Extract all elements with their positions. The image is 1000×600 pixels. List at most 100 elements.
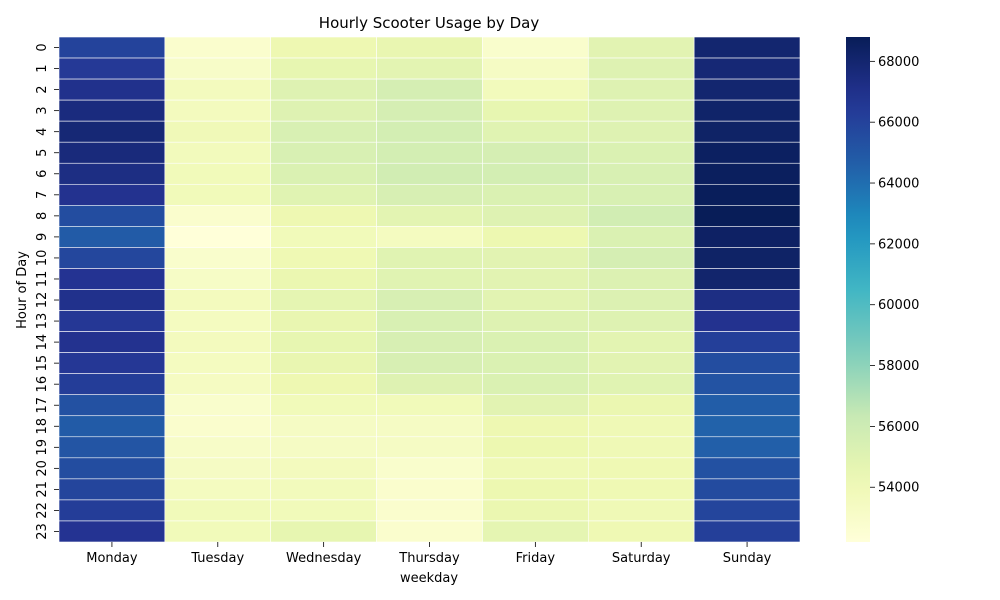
heatmap-cell [164, 499, 272, 522]
heatmap-cell [58, 499, 166, 522]
heatmap-cell [270, 162, 377, 185]
heatmap-cell [58, 394, 166, 417]
heatmap-cell [270, 183, 377, 206]
x-tick-label: Friday [516, 551, 556, 566]
heatmap-cell [58, 99, 166, 122]
heatmap-cell [693, 36, 801, 59]
heatmap-cell [587, 141, 695, 164]
colorbar-tick-label: 54000 [878, 481, 919, 496]
heatmap-cell [270, 499, 377, 522]
heatmap-cell [376, 183, 483, 206]
heatmap-cell [587, 78, 695, 101]
heatmap-cell [482, 499, 589, 522]
heatmap-cell [164, 478, 272, 501]
y-tick-label: 19 [35, 439, 50, 456]
y-tick-label: 23 [35, 523, 50, 540]
heatmap-cell [164, 268, 272, 290]
heatmap-cell [587, 331, 695, 353]
heatmap-cell [164, 436, 272, 459]
heatmap-cell [693, 373, 801, 396]
colorbar-tick-label: 68000 [878, 55, 919, 70]
heatmap-cell [58, 415, 166, 438]
heatmap-cell [693, 394, 801, 417]
heatmap-cell [587, 183, 695, 206]
heatmap-cell [482, 394, 589, 417]
y-tick-label: 11 [35, 271, 50, 288]
heatmap-cell [270, 457, 377, 480]
heatmap-cell [270, 373, 377, 396]
heatmap-cell [693, 520, 801, 543]
heatmap-cell [164, 205, 272, 227]
heatmap-cell [58, 373, 166, 396]
y-tick-label: 8 [35, 212, 50, 220]
y-tick-label: 16 [35, 376, 50, 393]
heatmap-cell [270, 57, 377, 80]
heatmap-cell [482, 478, 589, 501]
colorbar-tick-label: 66000 [878, 116, 919, 131]
heatmap-cell [270, 394, 377, 417]
heatmap-cell [376, 162, 483, 185]
heatmap-cell [587, 436, 695, 459]
colorbar-ticks: 54000 56000 58000 60000 62000 64000 66000 68000 [870, 55, 919, 496]
y-tick-label: 12 [35, 292, 50, 309]
y-tick-label: 0 [35, 43, 50, 51]
colorbar-tick-label: 64000 [878, 177, 919, 192]
heatmap-cell [376, 373, 483, 396]
heatmap-cell [693, 162, 801, 185]
heatmap-cell [164, 57, 272, 80]
heatmap-cell [693, 289, 801, 311]
heatmap-cell [270, 268, 377, 290]
heatmap-cell [482, 120, 589, 143]
heatmap-cell [482, 415, 589, 438]
heatmap-cell [376, 457, 483, 480]
heatmap-cell [270, 436, 377, 459]
heatmap-cell [376, 99, 483, 122]
heatmap-cell [587, 99, 695, 122]
heatmap-cell [482, 162, 589, 185]
heatmap-cell [693, 120, 801, 143]
heatmap-cell [270, 226, 377, 248]
heatmap-cell [164, 99, 272, 122]
heatmap-cell [164, 183, 272, 206]
heatmap-cell [58, 183, 166, 206]
heatmap-cell [376, 247, 483, 269]
heatmap-cell [693, 247, 801, 269]
heatmap-cell [164, 394, 272, 417]
heatmap-cell [482, 36, 589, 59]
y-tick-label: 17 [35, 397, 50, 414]
heatmap-cell [164, 352, 272, 374]
heatmap-cell [376, 57, 483, 80]
heatmap-cell [270, 205, 377, 227]
colorbar-tick-label: 56000 [878, 420, 919, 435]
heatmap-cell [270, 352, 377, 374]
heatmap-cell [376, 394, 483, 417]
heatmap-cell [693, 78, 801, 101]
heatmap-cell [376, 268, 483, 290]
y-tick-label: 15 [35, 355, 50, 372]
x-axis-ticks: Monday Tuesday Wednesday Thursday Friday Satu… [86, 542, 772, 566]
heatmap-cell [587, 394, 695, 417]
heatmap-cell [482, 520, 589, 543]
heatmap-cell [58, 520, 166, 543]
heatmap-cell [270, 520, 377, 543]
heatmap-cell [376, 415, 483, 438]
heatmap-cell [587, 520, 695, 543]
colorbar-tick-label: 60000 [878, 298, 919, 313]
y-tick-label: 2 [35, 85, 50, 93]
heatmap-cell [376, 120, 483, 143]
heatmap-cell [482, 57, 589, 80]
heatmap-cell [376, 352, 483, 374]
heatmap-cell [693, 205, 801, 227]
y-tick-label: 10 [35, 250, 50, 267]
heatmap-cell [164, 373, 272, 396]
y-tick-label: 9 [35, 233, 50, 241]
heatmap-cell [587, 247, 695, 269]
heatmap-cell [693, 478, 801, 501]
heatmap-cell [58, 205, 166, 227]
heatmap-cell [58, 478, 166, 501]
heatmap-cell [587, 226, 695, 248]
heatmap-cell [587, 352, 695, 374]
y-tick-label: 20 [35, 460, 50, 477]
